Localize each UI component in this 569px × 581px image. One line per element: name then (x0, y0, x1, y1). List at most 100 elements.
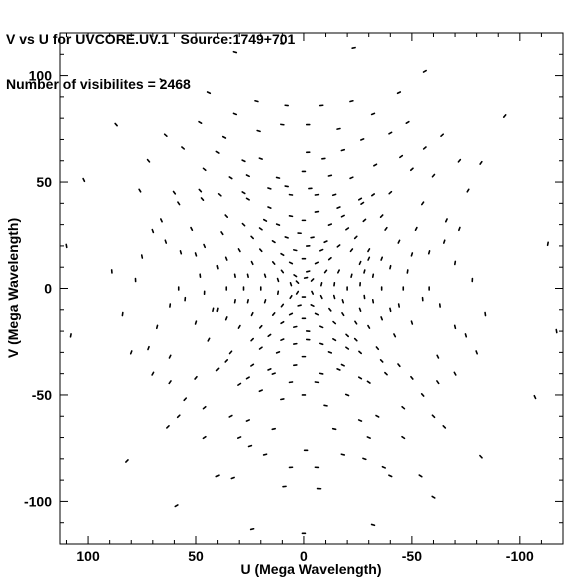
visibility-point (203, 243, 207, 249)
visibility-point (237, 436, 242, 439)
visibility-point (228, 414, 233, 418)
visibility-point (276, 277, 280, 283)
visibility-point (216, 264, 219, 270)
visibility-point (198, 188, 203, 193)
visibility-point (284, 236, 289, 239)
visibility-point (168, 354, 172, 359)
visibility-point (163, 133, 168, 137)
visibility-point (344, 393, 350, 397)
visibility-point (318, 342, 324, 346)
visibility-point (502, 114, 507, 118)
visibility-point (181, 146, 185, 150)
visibility-point (271, 312, 276, 316)
visibility-point (263, 299, 267, 304)
visibility-point (318, 372, 324, 375)
visibility-point (262, 453, 268, 456)
visibility-point (375, 346, 380, 351)
visibility-point (379, 214, 384, 218)
visibility-point (176, 414, 181, 419)
visibility-point (314, 210, 320, 213)
visibility-point (179, 250, 183, 255)
visibility-point (388, 190, 393, 195)
visibility-point (337, 269, 340, 274)
visibility-point (263, 273, 267, 278)
x-tick-label: 50 (188, 548, 204, 564)
visibility-point (370, 112, 376, 116)
visibility-point (241, 222, 246, 227)
visibility-point (422, 69, 427, 73)
y-tick-label: -100 (24, 493, 52, 509)
visibility-point (401, 435, 406, 440)
visibility-point (336, 244, 341, 248)
visibility-point (288, 215, 294, 218)
visibility-point (138, 188, 142, 193)
visibility-point (336, 368, 341, 371)
visibility-point (237, 248, 241, 253)
y-axis-label: V (Mega Wavelength) (5, 218, 21, 358)
visibility-point (367, 256, 371, 261)
visibility-point (256, 129, 261, 133)
visibility-point (174, 504, 179, 508)
visibility-point (371, 193, 376, 197)
visibility-point (319, 294, 323, 300)
visibility-point (331, 427, 337, 431)
visibility-point (436, 380, 440, 385)
visibility-point (479, 454, 483, 459)
visibility-point (358, 350, 363, 355)
visibility-point (280, 320, 285, 325)
visibility-point (314, 312, 320, 316)
visibility-point (397, 303, 401, 308)
visibility-point (345, 333, 350, 338)
visibility-point (379, 358, 384, 363)
visibility-point (332, 320, 337, 325)
visibility-point (310, 278, 315, 282)
y-tick-label: 100 (29, 68, 53, 84)
visibility-point (114, 122, 118, 127)
visibility-point (151, 228, 155, 234)
visibility-point (164, 239, 168, 244)
visibility-point (371, 298, 375, 304)
visibility-point (323, 404, 328, 407)
visibility-point (414, 226, 418, 231)
visibility-point (310, 304, 315, 308)
visibility-point (440, 133, 445, 137)
visibility-point (275, 176, 281, 179)
visibility-point (457, 158, 462, 163)
visibility-point (275, 223, 281, 226)
visibility-point (393, 333, 397, 338)
axis-ticks (60, 32, 564, 545)
visibility-point (224, 358, 229, 363)
visibility-point (381, 465, 386, 469)
y-tick-label: 50 (36, 174, 52, 190)
visibility-point (202, 405, 207, 410)
visibility-point (458, 226, 461, 232)
visibility-point (129, 350, 133, 355)
visibility-point (280, 398, 285, 401)
visibility-point (293, 274, 298, 278)
visibility-point (389, 264, 392, 270)
visibility-point (172, 190, 177, 195)
visibility-point (396, 91, 402, 95)
visibility-point (224, 256, 228, 261)
visibility-point (422, 146, 427, 150)
visibility-point (140, 254, 144, 259)
visibility-point (303, 276, 309, 279)
visibility-point (254, 99, 259, 103)
visibility-point (357, 376, 363, 380)
y-tick-label: -50 (32, 387, 52, 403)
visibility-point (371, 273, 375, 279)
visibility-point (380, 256, 384, 261)
visibility-point (217, 193, 222, 197)
visibility-point (357, 419, 363, 422)
visibility-point (479, 160, 483, 165)
visibility-point (319, 325, 324, 329)
visibility-point (276, 290, 280, 296)
visibility-point (336, 206, 341, 209)
visibility-point (288, 261, 294, 265)
visibility-point (216, 307, 219, 313)
visibility-point (475, 350, 478, 355)
visibility-point (555, 328, 558, 334)
visibility-point (314, 261, 320, 265)
visibility-point (340, 148, 346, 152)
visibility-point (410, 252, 414, 257)
